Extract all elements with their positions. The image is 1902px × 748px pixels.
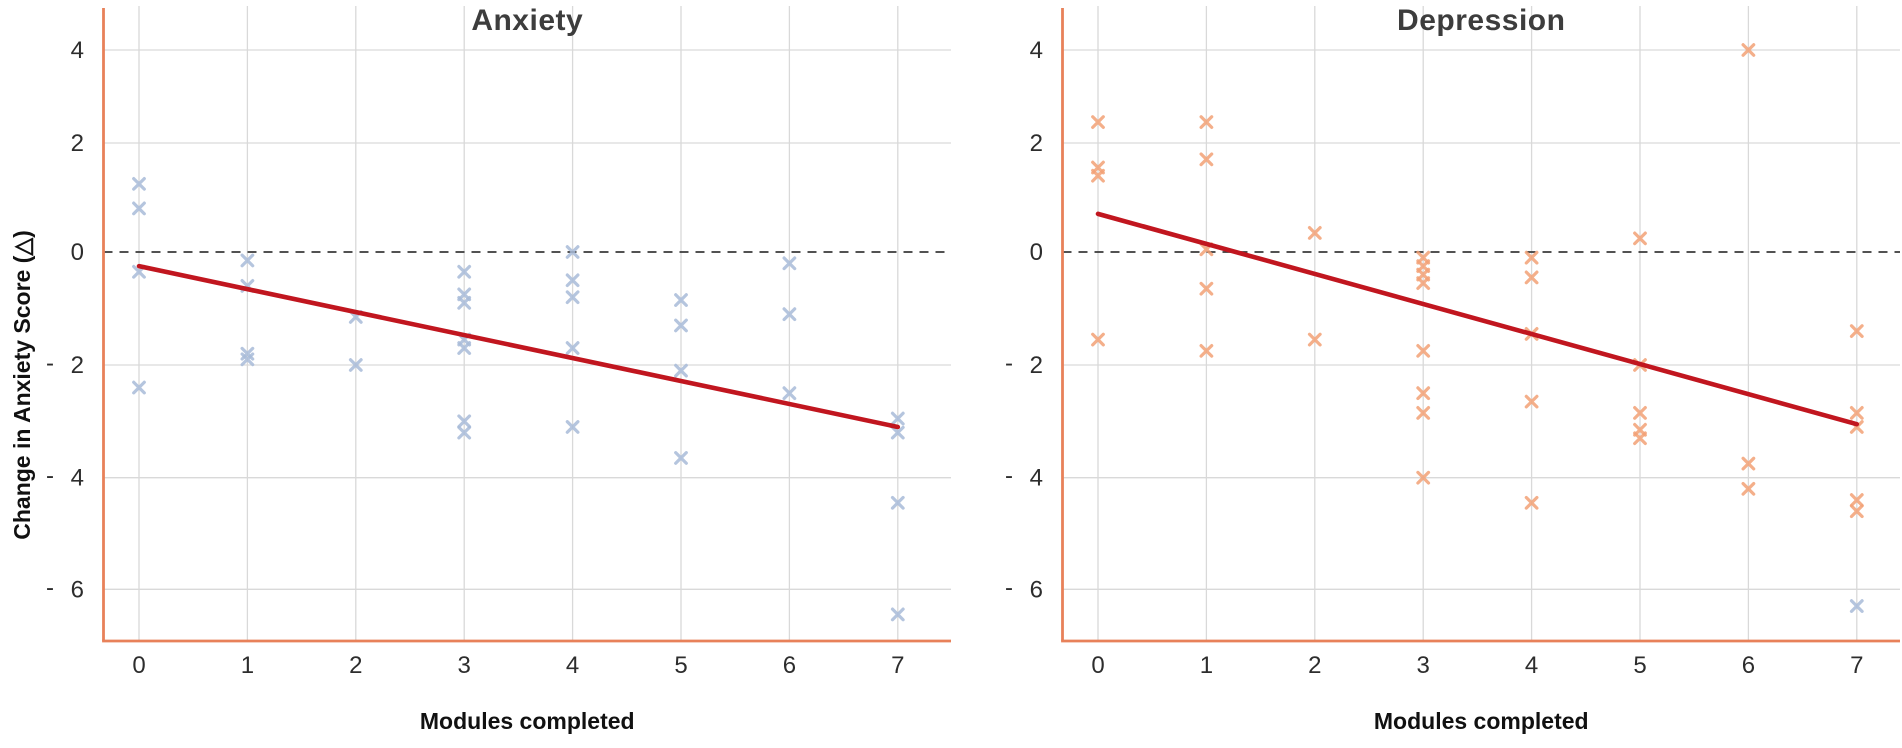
x-axis-label: Modules completed xyxy=(420,708,635,734)
data-point-marker xyxy=(457,264,472,279)
y-tick-minus: - xyxy=(46,574,54,601)
data-point-marker xyxy=(782,307,797,322)
data-point-marker xyxy=(1416,405,1431,420)
data-point-marker xyxy=(782,256,797,271)
data-point-marker xyxy=(890,425,905,440)
y-tick-label: 2 xyxy=(1030,130,1043,157)
data-point-marker xyxy=(1416,276,1431,290)
x-tick-label: 0 xyxy=(1091,652,1104,679)
data-point-marker xyxy=(132,201,146,216)
y-axis-label: Change in Anxiety Score (△) xyxy=(9,230,35,540)
data-point-marker xyxy=(1633,231,1647,246)
data-point-marker xyxy=(1633,405,1647,420)
x-tick-label: 2 xyxy=(1308,652,1321,679)
data-point-marker xyxy=(1633,431,1647,446)
data-point-marker xyxy=(1849,405,1864,420)
x-tick-label: 6 xyxy=(783,652,796,679)
y-tick-label: 0 xyxy=(71,239,84,266)
x-tick-label: 3 xyxy=(1417,652,1430,679)
x-tick-label: 5 xyxy=(1633,652,1646,679)
data-point-marker xyxy=(1091,115,1105,129)
x-tick-label: 3 xyxy=(458,652,471,679)
data-point-marker xyxy=(782,386,797,401)
data-point-marker xyxy=(348,358,363,372)
x-tick-label: 7 xyxy=(1850,652,1863,679)
x-tick-label: 2 xyxy=(349,652,362,679)
data-point-marker xyxy=(240,352,255,367)
x-tick-label: 1 xyxy=(241,652,254,679)
data-point-marker xyxy=(890,607,905,622)
y-tick-minus: - xyxy=(1005,463,1013,490)
data-point-marker xyxy=(890,495,905,510)
x-tick-label: 4 xyxy=(566,652,579,679)
x-tick-label: 6 xyxy=(1742,652,1755,679)
data-point-marker xyxy=(1849,504,1864,519)
data-point-marker xyxy=(565,245,580,259)
data-point-marker xyxy=(132,380,146,395)
data-point-marker xyxy=(1199,152,1214,167)
y-tick-minus: - xyxy=(1005,350,1013,377)
data-point-marker xyxy=(1741,43,1756,57)
data-point-marker xyxy=(565,273,580,288)
data-point-marker xyxy=(1849,599,1864,613)
data-point-marker xyxy=(1741,456,1756,471)
data-point-marker xyxy=(1199,343,1214,358)
data-point-marker xyxy=(457,295,472,310)
data-point-marker xyxy=(565,341,580,355)
x-tick-label: 4 xyxy=(1525,652,1538,679)
y-tick-label: 4 xyxy=(1030,37,1043,64)
x-tick-label: 0 xyxy=(132,652,145,679)
data-point-marker xyxy=(457,414,472,429)
y-tick-label: 6 xyxy=(1030,576,1043,603)
data-point-marker xyxy=(457,341,472,355)
data-point-marker xyxy=(674,318,688,333)
y-tick-minus: - xyxy=(1005,574,1013,601)
y-tick-label: 0 xyxy=(1030,239,1043,266)
data-point-marker xyxy=(1416,470,1431,485)
y-tick-label: 6 xyxy=(71,576,84,603)
data-point-marker xyxy=(1199,115,1214,129)
data-point-marker xyxy=(240,253,255,268)
data-point-marker xyxy=(457,425,472,440)
data-point-marker xyxy=(565,290,580,305)
data-point-marker xyxy=(1524,495,1539,510)
data-point-marker xyxy=(1307,226,1322,240)
data-point-marker xyxy=(1416,343,1431,358)
y-tick-minus: - xyxy=(46,463,54,490)
trend-line xyxy=(136,263,901,430)
x-tick-label: 1 xyxy=(1200,652,1213,679)
y-tick-label: 2 xyxy=(1030,352,1043,379)
data-point-marker xyxy=(1524,270,1539,285)
x-axis-label: Modules completed xyxy=(1374,708,1589,734)
x-tick-label: 7 xyxy=(891,652,904,679)
data-point-marker xyxy=(1741,481,1756,496)
data-point-marker xyxy=(565,420,580,434)
data-point-marker xyxy=(1849,493,1864,507)
panel-title: Anxiety xyxy=(471,4,583,37)
data-point-marker xyxy=(1091,168,1105,183)
x-tick-label: 5 xyxy=(674,652,687,679)
panel-title: Depression xyxy=(1397,4,1565,37)
y-tick-label: 2 xyxy=(71,352,84,379)
y-tick-label: 4 xyxy=(71,465,84,492)
data-point-marker xyxy=(674,293,688,307)
data-point-marker xyxy=(132,176,146,191)
data-point-marker xyxy=(1524,250,1539,265)
trend-line xyxy=(1095,211,1860,427)
data-point-marker xyxy=(1307,332,1322,347)
data-point-marker xyxy=(674,451,688,465)
y-tick-label: 2 xyxy=(71,130,84,157)
data-point-marker xyxy=(674,363,688,378)
y-tick-label: 4 xyxy=(1030,465,1043,492)
y-tick-minus: - xyxy=(46,350,54,377)
data-point-marker xyxy=(1524,394,1539,409)
y-tick-label: 4 xyxy=(71,37,84,64)
data-point-marker xyxy=(1091,332,1105,347)
data-point-marker xyxy=(1199,281,1214,296)
data-point-marker xyxy=(1416,386,1431,401)
data-point-marker xyxy=(1849,324,1864,338)
data-point-marker xyxy=(890,411,905,426)
